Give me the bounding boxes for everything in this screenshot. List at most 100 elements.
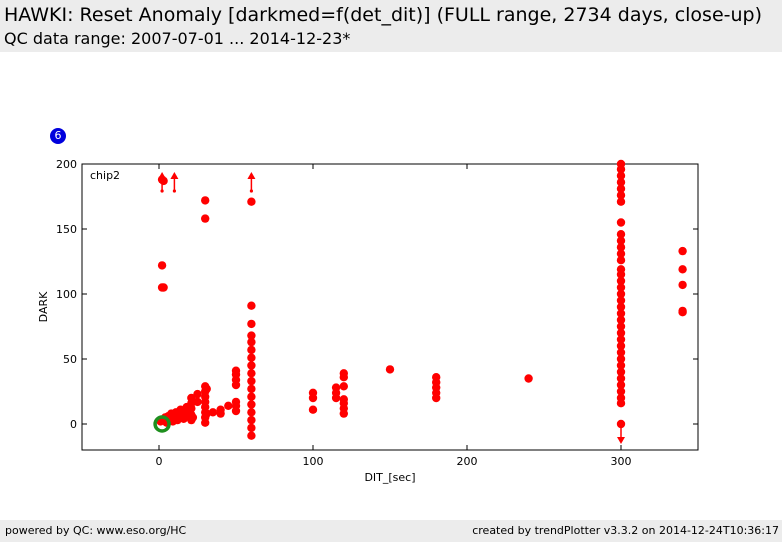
- data-point: [616, 171, 626, 180]
- data-point: [202, 384, 211, 394]
- data-point: [616, 178, 626, 187]
- x-tick-label: 0: [156, 455, 163, 468]
- data-point: [616, 218, 626, 227]
- data-point: [247, 376, 256, 386]
- data-point: [247, 431, 256, 440]
- data-point: [231, 366, 241, 375]
- data-point: [616, 191, 626, 200]
- footer-credit: powered by QC: www.eso.org/HC: [5, 524, 187, 537]
- data-point: [616, 380, 626, 390]
- data-point: [616, 328, 626, 338]
- y-tick-label: 0: [70, 418, 77, 431]
- y-tick-label: 200: [56, 158, 77, 171]
- data-point: [616, 393, 626, 403]
- data-point: [616, 243, 626, 252]
- footer-bar: powered by QC: www.eso.org/HC created by…: [0, 520, 782, 542]
- data-point: [616, 276, 626, 286]
- data-point: [247, 400, 256, 409]
- x-tick-label: 300: [611, 455, 632, 468]
- data-point: [616, 361, 626, 370]
- data-point: [616, 341, 626, 351]
- data-point: [616, 236, 626, 245]
- data-point: [616, 387, 626, 396]
- chart-number-badge: 6: [50, 128, 66, 144]
- data-point: [616, 256, 626, 265]
- y-tick-label: 150: [56, 223, 77, 236]
- data-point: [524, 374, 533, 383]
- data-point: [224, 401, 233, 410]
- data-point: [308, 405, 318, 414]
- data-point: [187, 393, 196, 403]
- data-point: [616, 296, 626, 305]
- y-axis-label: DARK: [37, 291, 50, 322]
- data-point: [247, 361, 256, 370]
- data-point: [616, 302, 626, 312]
- data-point: [247, 353, 256, 362]
- data-point: [159, 283, 168, 292]
- off-scale-arrow-up: [170, 172, 179, 179]
- off-scale-arrow-up: [158, 172, 167, 179]
- data-point: [247, 408, 256, 417]
- data-point: [678, 280, 687, 290]
- data-point: [616, 374, 626, 383]
- data-point: [616, 335, 626, 344]
- page-subtitle: QC data range: 2007-07-01 ... 2014-12-23…: [4, 29, 351, 48]
- data-point: [339, 369, 348, 378]
- data-point: [616, 184, 626, 193]
- page-title: HAWKI: Reset Anomaly [darkmed=f(det_dit)…: [4, 4, 763, 26]
- data-point: [247, 369, 256, 378]
- plot-frame: [81, 163, 699, 451]
- off-scale-arrow-down: [617, 437, 625, 444]
- data-point: [247, 345, 256, 355]
- data-point: [247, 384, 256, 394]
- data-point: [216, 405, 225, 414]
- data-point: [616, 354, 626, 364]
- y-tick-label: 100: [56, 288, 77, 301]
- data-point: [385, 365, 395, 374]
- data-point: [616, 265, 626, 274]
- data-point: [432, 373, 441, 382]
- y-tick-label: 50: [63, 353, 77, 366]
- data-point: [616, 289, 626, 299]
- data-point: [201, 196, 210, 205]
- data-point: [193, 389, 202, 399]
- off-scale-arrow-base: [249, 189, 253, 193]
- data-point: [201, 214, 210, 223]
- data-point: [616, 283, 626, 292]
- data-point: [616, 249, 626, 258]
- data-point: [247, 197, 256, 206]
- data-point: [157, 261, 167, 270]
- data-point: [247, 319, 256, 329]
- data-point: [678, 306, 687, 316]
- data-point: [678, 265, 687, 274]
- data-point: [616, 348, 626, 357]
- data-point: [616, 315, 626, 325]
- x-tick-label: 200: [457, 455, 478, 468]
- off-scale-arrow-base: [160, 189, 164, 193]
- data-point: [678, 246, 687, 256]
- data-point: [208, 408, 218, 417]
- x-tick-label: 100: [303, 455, 324, 468]
- data-point: [247, 392, 256, 401]
- data-point: [616, 197, 626, 206]
- off-scale-arrow-base: [172, 189, 176, 193]
- data-point: [616, 367, 626, 377]
- data-point: [331, 383, 341, 392]
- data-point: [616, 309, 626, 318]
- footer-generator: created by trendPlotter v3.3.2 on 2014-1…: [472, 524, 779, 537]
- data-point: [616, 419, 626, 429]
- data-point: [616, 322, 626, 331]
- data-point: [193, 397, 202, 407]
- data-point: [231, 397, 241, 407]
- data-point: [616, 159, 626, 169]
- header-bar: HAWKI: Reset Anomaly [darkmed=f(det_dit)…: [0, 0, 782, 52]
- data-point: [247, 415, 256, 425]
- data-point: [247, 337, 256, 347]
- data-point: [616, 230, 626, 239]
- data-point: [339, 382, 348, 391]
- panel-label: chip2: [90, 169, 120, 182]
- data-point: [188, 413, 198, 422]
- data-point: [247, 423, 256, 433]
- reference-point: [153, 415, 171, 433]
